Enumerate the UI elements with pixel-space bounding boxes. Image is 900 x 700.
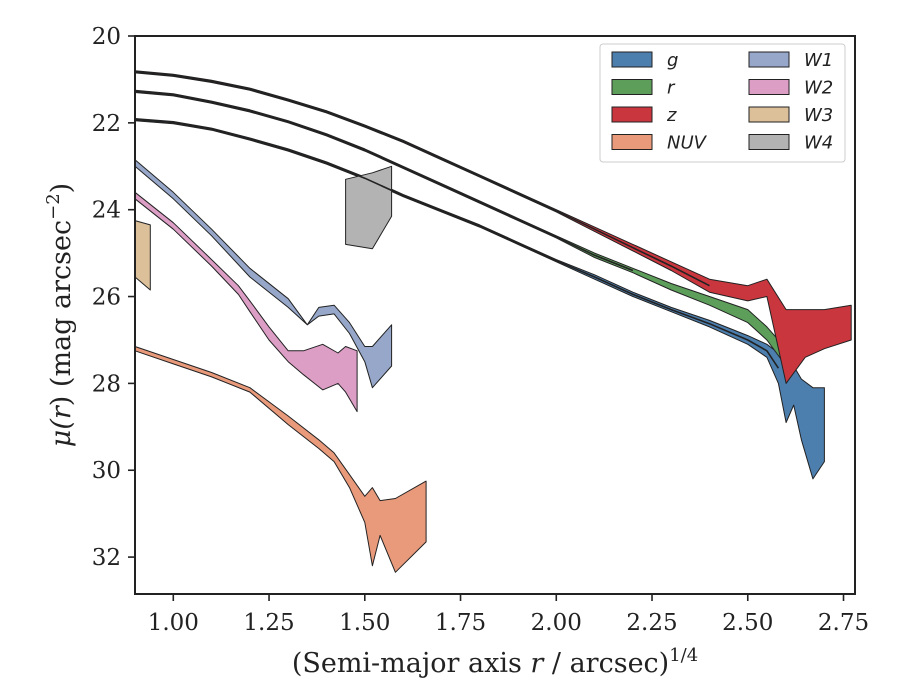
ticks-layer: 1.00 1.25 1.50 1.75 2.00 2.25 2.50 2.75 20 22 24 26… bbox=[92, 24, 869, 636]
legend-swatch-w3 bbox=[748, 106, 790, 123]
legend-label-w4: W4 bbox=[804, 133, 833, 154]
y-tick-label: 32 bbox=[92, 545, 121, 571]
x-tick-label: 1.50 bbox=[339, 610, 390, 636]
legend-swatch-w4 bbox=[748, 134, 790, 150]
band-w4 bbox=[345, 165, 393, 250]
band-g bbox=[134, 118, 825, 480]
x-tick-label: 2.25 bbox=[626, 610, 677, 636]
legend-swatch-r bbox=[611, 79, 653, 95]
legend-swatch-nuv bbox=[611, 134, 653, 150]
band-w3 bbox=[134, 220, 151, 291]
legend-frame bbox=[599, 43, 846, 163]
x-tick-label: 1.25 bbox=[243, 610, 294, 636]
x-tick-label: 1.00 bbox=[148, 610, 199, 636]
plot-frame bbox=[134, 35, 856, 595]
legend-label-w2: W2 bbox=[804, 78, 833, 99]
legend-label-w3: W3 bbox=[804, 105, 833, 126]
x-axis-title: (Semi-major axis r / arcsec)1/4 bbox=[292, 645, 698, 679]
x-tick-label: 1.75 bbox=[435, 610, 486, 636]
x-tick-label: 2.75 bbox=[818, 610, 869, 636]
y-tick-label: 22 bbox=[92, 111, 121, 137]
profile-line-r bbox=[134, 90, 634, 272]
x-tick-label: 2.50 bbox=[722, 610, 773, 636]
legend-items: grz NUV W1 W2 W3 W4 bbox=[611, 50, 833, 154]
legend: grz NUV W1 W2 W3 W4 bbox=[599, 43, 846, 163]
band-w2 bbox=[134, 191, 358, 413]
profile-lines bbox=[134, 71, 780, 369]
legend-swatch-w1 bbox=[748, 51, 790, 68]
profile-line-g bbox=[134, 118, 780, 369]
band-w1 bbox=[134, 159, 393, 389]
band-nuv bbox=[134, 346, 427, 573]
y-axis-title: μ(r) (mag arcsec−2) bbox=[43, 183, 77, 447]
y-tick-label: 26 bbox=[92, 285, 121, 311]
legend-label-r: r bbox=[667, 78, 676, 99]
band-z bbox=[134, 70, 852, 384]
y-tick-label: 28 bbox=[92, 371, 121, 397]
y-tick-label: 24 bbox=[92, 198, 121, 224]
legend-label-nuv: NUV bbox=[667, 133, 708, 154]
y-tick-label: 30 bbox=[92, 458, 121, 484]
legend-label-g: g bbox=[667, 50, 678, 71]
legend-swatch-g bbox=[611, 51, 653, 68]
legend-swatch-w2 bbox=[748, 79, 790, 95]
x-tick-label: 2.00 bbox=[531, 610, 582, 636]
legend-label-z: z bbox=[666, 105, 677, 126]
series-layer bbox=[134, 70, 852, 573]
legend-swatch-z bbox=[611, 106, 653, 123]
legend-label-w1: W1 bbox=[804, 50, 833, 71]
y-tick-label: 20 bbox=[92, 24, 121, 50]
profile-line-z bbox=[134, 71, 710, 287]
